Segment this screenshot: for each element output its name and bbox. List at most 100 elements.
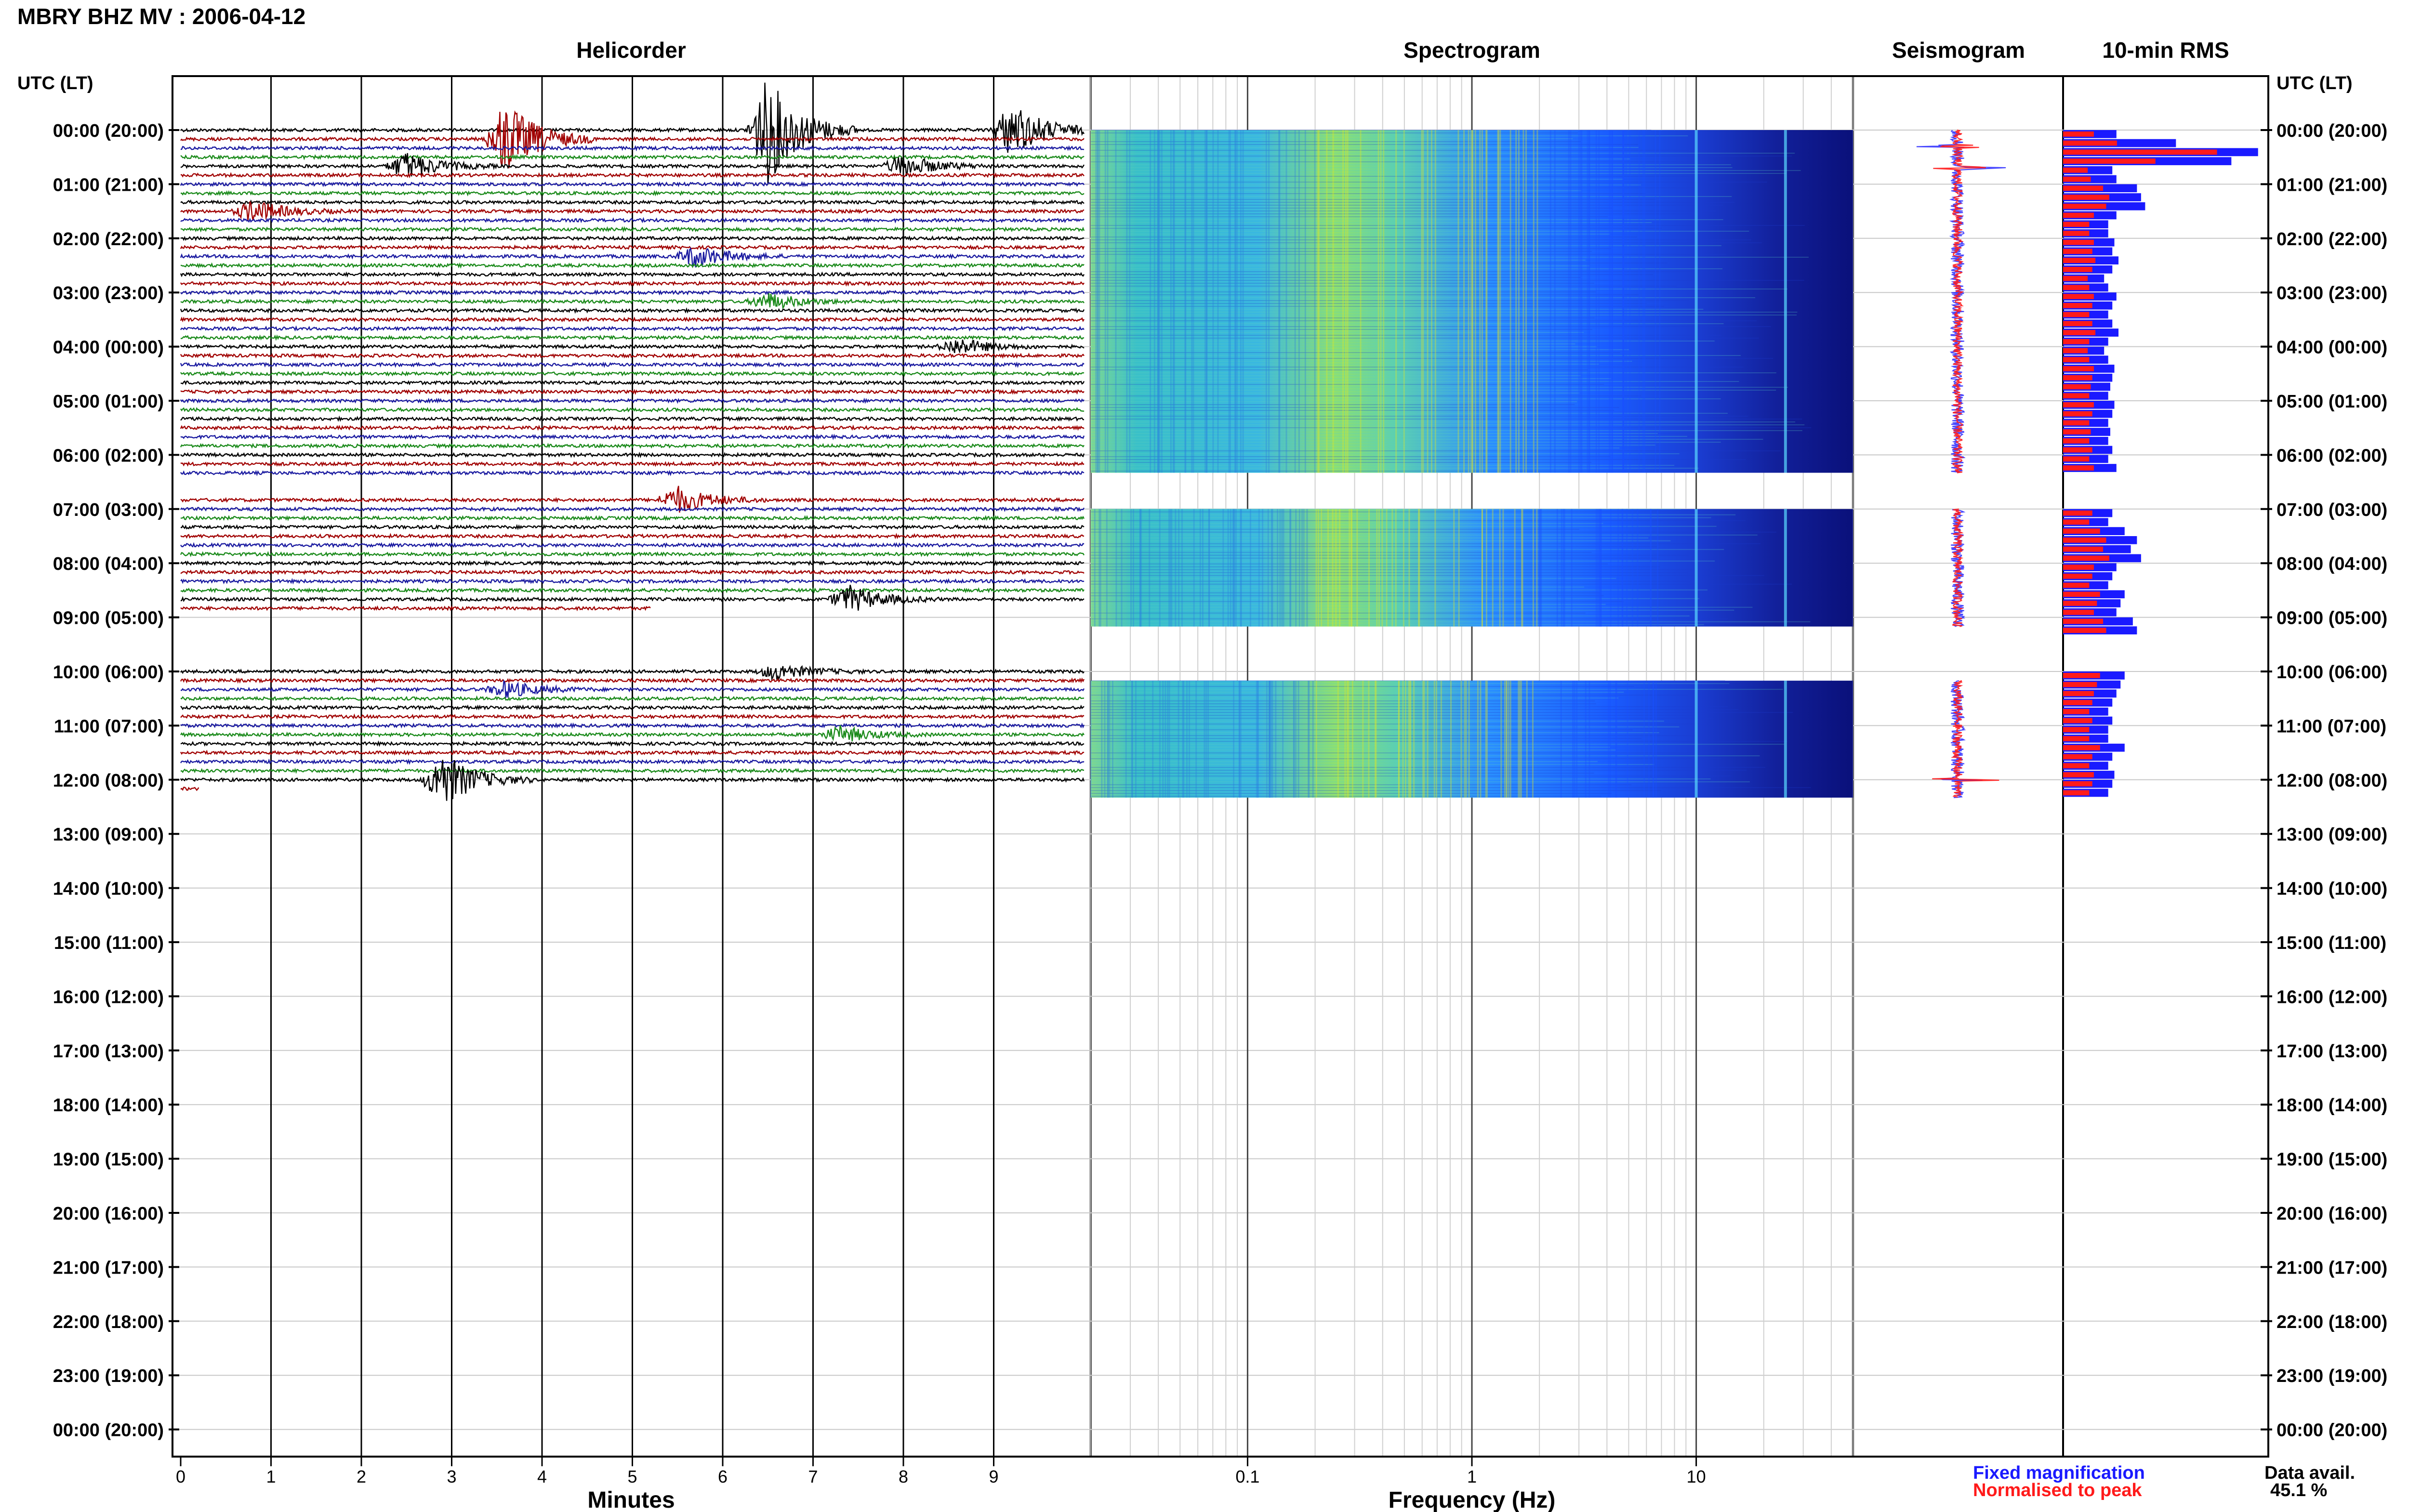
hour-label-left: 00:00 (20:00): [53, 121, 164, 141]
rms-bar-normalised: [2063, 763, 2090, 769]
minute-tick-label: 1: [266, 1467, 276, 1486]
helicorder-trace: [180, 578, 1085, 585]
helicorder-trace: [180, 704, 1085, 711]
rms-bar-normalised: [2063, 357, 2090, 363]
hour-label-left: 08:00 (04:00): [53, 554, 164, 574]
spectrogram-block: [1091, 681, 1853, 798]
helicorder-trace: [180, 415, 1085, 422]
helicorder-trace: [180, 679, 1085, 698]
minute-tick-label: 9: [989, 1467, 998, 1486]
rms-bar-normalised: [2063, 601, 2097, 606]
hour-label-right: 18:00 (14:00): [2277, 1095, 2387, 1116]
rms-bar-normalised: [2063, 375, 2092, 381]
rms-bar-normalised: [2063, 727, 2090, 733]
rms-bar-normalised: [2063, 302, 2092, 308]
rms-bar-normalised: [2063, 330, 2096, 335]
rms-bar-normalised: [2063, 429, 2091, 434]
minute-tick-label: 5: [627, 1467, 637, 1486]
hour-label-left: 21:00 (17:00): [53, 1258, 164, 1278]
rms-bar-normalised: [2063, 231, 2090, 236]
frequency-tick-label: 10: [1687, 1467, 1706, 1486]
hour-label-left: 12:00 (08:00): [53, 771, 164, 791]
helicorder-trace: [180, 361, 1085, 368]
rms-bar-normalised: [2063, 573, 2092, 579]
rms-bar-normalised: [2063, 754, 2092, 760]
hour-label-left: 19:00 (15:00): [53, 1150, 164, 1170]
helicorder-trace: [180, 199, 1085, 206]
hour-label-right: 07:00 (03:00): [2277, 500, 2387, 520]
rms-bar-normalised: [2063, 140, 2117, 146]
rms-bar-normalised: [2063, 618, 2104, 624]
rms-bar-normalised: [2063, 682, 2097, 687]
hour-label-right: 20:00 (16:00): [2277, 1204, 2387, 1224]
hour-label-left: 14:00 (10:00): [53, 879, 164, 899]
rms-bar-normalised: [2063, 176, 2091, 182]
helicorder-trace: [180, 352, 1085, 359]
rms-bar-normalised: [2063, 131, 2094, 137]
hour-label-left: 18:00 (14:00): [53, 1095, 164, 1116]
hour-label-right: 03:00 (23:00): [2277, 283, 2387, 303]
helicorder-trace: [180, 110, 1085, 169]
helicorder-trace: [180, 758, 1085, 765]
helicorder-trace: [180, 695, 1085, 702]
rms-bar-normalised: [2063, 673, 2100, 678]
rms-bar-normalised: [2063, 691, 2094, 697]
hour-label-right: 23:00 (19:00): [2277, 1366, 2387, 1386]
spectrogram-title: Spectrogram: [1403, 38, 1540, 63]
helicorder-trace: [180, 370, 1085, 377]
hour-label-right: 01:00 (21:00): [2277, 175, 2387, 195]
hour-label-left: 06:00 (02:00): [53, 446, 164, 466]
helicorder-trace: [180, 244, 1085, 251]
rms-bar-normalised: [2063, 167, 2088, 173]
rms-bar-normalised: [2063, 312, 2090, 317]
helicorder-trace: [180, 584, 1085, 611]
rms-bar-normalised: [2063, 790, 2090, 796]
spectrogram-heatmap: [1090, 77, 1853, 1456]
hour-label-right: 04:00 (00:00): [2277, 338, 2387, 358]
minute-tick-label: 6: [718, 1467, 728, 1486]
hour-label-right: 00:00 (20:00): [2277, 121, 2387, 141]
helicorder-trace: [180, 171, 1085, 179]
helicorder-trace: [180, 524, 1085, 530]
rms-bar-normalised: [2063, 456, 2090, 462]
hour-label-left: 13:00 (09:00): [53, 825, 164, 845]
rms-bar-normalised: [2063, 447, 2092, 453]
rms-bar-normalised: [2063, 384, 2091, 390]
hour-label-left: 07:00 (03:00): [53, 500, 164, 520]
rms-bar-normalised: [2063, 745, 2100, 750]
rms-bar-normalised: [2063, 582, 2090, 588]
helicorder-trace: [180, 82, 1085, 185]
helicorder-trace: [180, 235, 1085, 242]
rms-bar-normalised: [2063, 285, 2090, 290]
hour-label-left: 02:00 (22:00): [53, 229, 164, 250]
hour-label-right: 00:00 (20:00): [2277, 1420, 2387, 1441]
helicorder-trace: [180, 325, 1085, 332]
rms-bar-normalised: [2063, 781, 2092, 787]
helicorder-trace: [180, 154, 1085, 160]
rms-bar-normalised: [2063, 158, 2156, 164]
hour-label-left: 10:00 (06:00): [53, 662, 164, 683]
rms-bar-normalised: [2063, 267, 2092, 272]
hour-label-right: 14:00 (10:00): [2277, 879, 2387, 899]
minute-tick-label: 8: [899, 1467, 908, 1486]
hour-label-left: 15:00 (11:00): [54, 933, 164, 953]
helicorder-trace: [180, 181, 1085, 187]
seismogram-normalised-trace: [1933, 129, 1986, 473]
hour-label-right: 22:00 (18:00): [2277, 1312, 2387, 1332]
helicorder-trace: [180, 515, 1085, 522]
helicorder-trace: [180, 542, 1085, 549]
hour-label-right: 08:00 (04:00): [2277, 554, 2387, 574]
helicorder-trace: [180, 262, 1085, 269]
rms-bar-normalised: [2063, 555, 2109, 561]
hour-label-right: 09:00 (05:00): [2277, 608, 2387, 629]
rms-bar-normalised: [2063, 546, 2104, 552]
hour-label-right: 10:00 (06:00): [2277, 662, 2387, 683]
rms-bar-normalised: [2063, 565, 2094, 570]
helicorder-trace: [180, 470, 1085, 476]
helicorder-trace: [180, 339, 1085, 354]
helicorder-trace: [180, 551, 1085, 558]
rms-bar-normalised: [2063, 700, 2092, 705]
rms-bars: [2063, 130, 2258, 797]
rms-bar-normalised: [2063, 411, 2092, 417]
rms-bar-normalised: [2063, 772, 2094, 777]
